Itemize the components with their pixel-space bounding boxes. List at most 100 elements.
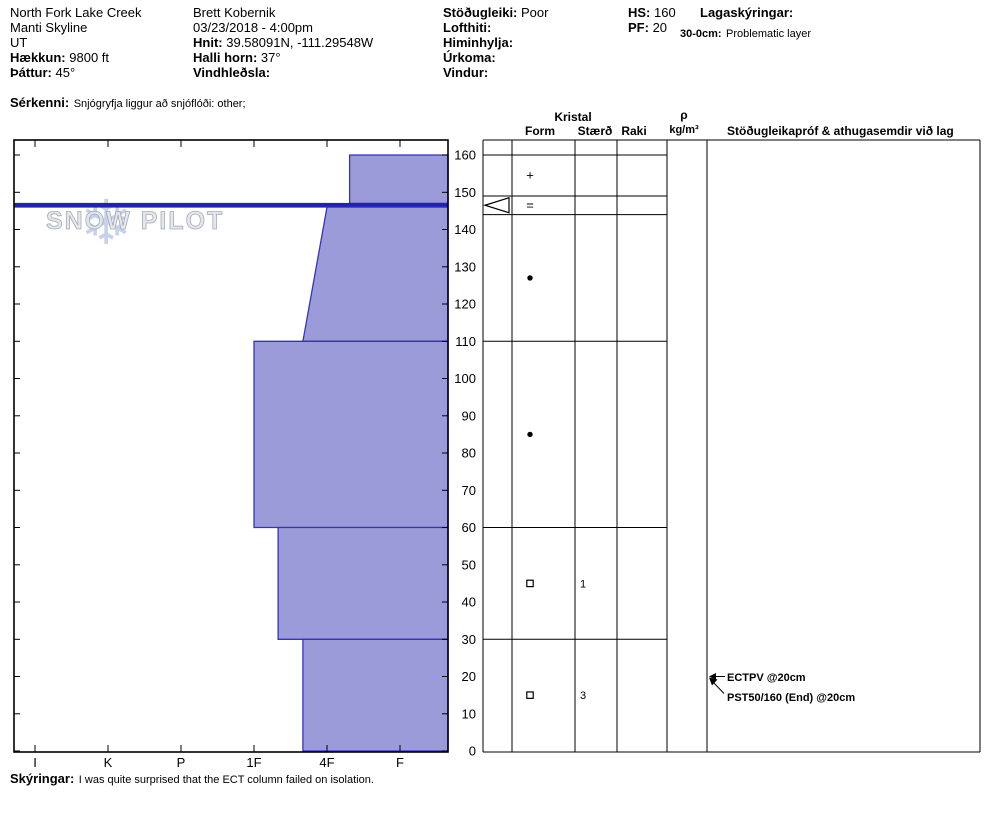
stability-test-label: PST50/160 (End) @20cm <box>727 692 855 704</box>
depth-tick-label: 20 <box>462 669 476 684</box>
grain-size-value: 3 <box>580 690 586 702</box>
layer-note-range: 30-0cm: <box>680 28 722 40</box>
conditions-block: Stöðugleiki: Poor Lofthiti: Himinhylja: … <box>443 5 548 80</box>
tests-column-header: Stöðugleikapróf & athugasemdir við lag <box>727 124 954 138</box>
snow-layer <box>302 206 449 342</box>
precip-row: Úrkoma: <box>443 50 548 65</box>
depth-tick-label: 70 <box>462 483 476 498</box>
elevation-value: 9800 ft <box>69 50 110 65</box>
hardness-axis-label: 1F <box>246 755 261 770</box>
hardness-axis-label: K <box>104 755 113 770</box>
depth-tick-label: 160 <box>454 148 476 163</box>
pf-row: PF: 20 <box>628 20 676 35</box>
hs-value: 160 <box>654 5 676 20</box>
special-notes-value: Snjógryfja liggur að snjóflóði: other; <box>73 98 246 110</box>
stability-row: Stöðugleiki: Poor <box>443 5 548 20</box>
slope-angle-label: Halli horn: <box>193 50 258 65</box>
size-column-header: Stærð <box>578 124 613 138</box>
depth-tick-label: 60 <box>462 520 476 535</box>
test-arrow-head <box>709 673 716 680</box>
depth-tick-label: 80 <box>462 446 476 461</box>
state-name: UT <box>10 35 28 50</box>
snow-layer <box>253 340 449 529</box>
stability-value: Poor <box>521 5 549 20</box>
watermark-text: SNOW PILOT <box>46 207 224 235</box>
kristal-header: Kristal <box>554 110 591 124</box>
hardness-axis-label: F <box>396 755 404 770</box>
air-temp-label: Lofthiti: <box>443 20 492 35</box>
snow-layer <box>302 638 449 752</box>
aspect-row: Þáttur: 45° <box>10 65 142 80</box>
pit-comments-value: I was quite surprised that the ECT colum… <box>78 774 374 786</box>
snow-layer <box>277 526 449 640</box>
aspect-value: 45° <box>55 65 76 80</box>
wind-label: Vindur: <box>443 65 489 80</box>
depth-tick-label: 50 <box>462 557 476 572</box>
depth-tick-label: 30 <box>462 632 476 647</box>
coords-value: 39.58091N, -111.29548W <box>226 35 374 50</box>
layer-note-text: Problematic layer <box>726 28 812 40</box>
observation-datetime: 03/23/2018 - 4:00pm <box>193 20 313 35</box>
hardness-axis-label: P <box>177 755 186 770</box>
precip-label: Úrkoma: <box>443 50 496 65</box>
layer-notes-title-row: Lagaskýringar: <box>700 5 793 20</box>
crust-pointer-arrow <box>482 196 510 214</box>
elevation-label: Hækkun: <box>10 50 66 65</box>
sky-row: Himinhylja: <box>443 35 548 50</box>
grain-form-symbol <box>526 579 534 588</box>
aspect-label: Þáttur: <box>10 65 52 80</box>
layer-notes-title: Lagaskýringar: <box>700 5 794 20</box>
depth-tick-label: 100 <box>454 371 476 386</box>
depth-tick-label: 140 <box>454 222 476 237</box>
depth-tick-label: 130 <box>454 259 476 274</box>
slope-angle-value: 37° <box>260 50 281 65</box>
wind-loading-label: Vindhleðsla: <box>193 65 271 80</box>
snow-depth-block: HS: 160 PF: 20 <box>628 5 676 35</box>
coords-row: Hnit: 39.58091N, -111.29548W <box>193 35 373 50</box>
wind-row: Vindur: <box>443 65 548 80</box>
grain-form-symbol: = <box>526 197 534 212</box>
depth-tick-label: 150 <box>454 185 476 200</box>
grain-form-symbol <box>527 431 533 438</box>
snowflake-icon: ❄ <box>80 189 132 258</box>
observer-name: Brett Kobernik <box>193 5 276 20</box>
wind-loading-row: Vindhleðsla: <box>193 65 373 80</box>
hardness-axis-label: I <box>33 755 37 770</box>
form-column-header: Form <box>525 124 555 138</box>
grain-form-symbol <box>526 691 534 699</box>
observer-block: Brett Kobernik 03/23/2018 - 4:00pm Hnit:… <box>193 5 373 80</box>
hs-label: HS: <box>628 5 651 20</box>
grain-form-symbol <box>527 275 533 281</box>
depth-tick-label: 10 <box>462 706 476 721</box>
test-arrow-head <box>709 677 718 686</box>
stability-test-label: ECTPV @20cm <box>727 672 806 684</box>
air-temp-row: Lofthiti: <box>443 20 548 35</box>
layer-note-row: 30-0cm: Problematic layer <box>680 24 811 42</box>
depth-tick-label: 0 <box>469 744 476 759</box>
density-symbol-header: ρ <box>680 108 687 122</box>
stability-label: Stöðugleiki: <box>443 5 518 20</box>
special-notes-row: Sérkenni: Snjógryfja liggur að snjóflóði… <box>10 94 246 112</box>
elevation-row: Hækkun: 9800 ft <box>10 50 142 65</box>
slope-row: Halli horn: 37° <box>193 50 373 65</box>
pf-value: 20 <box>652 20 668 35</box>
depth-tick-label: 40 <box>462 595 476 610</box>
pf-label: PF: <box>628 20 649 35</box>
hs-row: HS: 160 <box>628 5 676 20</box>
sky-cover-label: Himinhylja: <box>443 35 514 50</box>
coords-label: Hnit: <box>193 35 223 50</box>
moisture-column-header: Raki <box>621 124 646 138</box>
pit-comments-row: Skýringar: I was quite surprised that th… <box>10 770 374 788</box>
snow-layer <box>348 154 449 205</box>
depth-tick-label: 90 <box>462 408 476 423</box>
chart-border <box>13 139 449 753</box>
depth-tick-label: 110 <box>455 334 476 349</box>
location-block: North Fork Lake Creek Manti Skyline UT H… <box>10 5 142 80</box>
depth-tick-label: 120 <box>454 297 476 312</box>
pit-comments-label: Skýringar: <box>10 771 75 786</box>
grain-form-symbol: + <box>526 168 534 183</box>
site-name: North Fork Lake Creek <box>10 5 142 20</box>
density-unit-header: kg/m³ <box>669 124 699 136</box>
